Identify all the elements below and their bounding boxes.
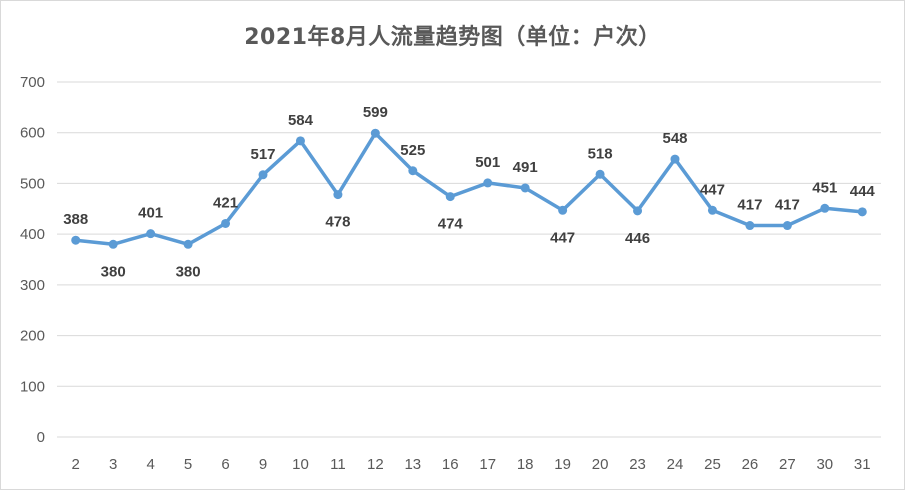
x-tick-label: 24 <box>667 456 684 473</box>
data-label: 491 <box>513 159 538 176</box>
data-label: 474 <box>438 216 464 233</box>
chart-title: 2021年8月人流量趋势图（单位：户次） <box>244 25 661 50</box>
y-tick-label: 400 <box>20 226 45 243</box>
data-point <box>146 229 156 239</box>
data-label: 401 <box>138 205 163 222</box>
data-label: 417 <box>737 197 762 214</box>
data-point <box>633 206 643 216</box>
x-tick-label: 19 <box>554 456 571 473</box>
data-point <box>820 203 830 213</box>
data-point <box>670 154 680 164</box>
data-label: 518 <box>588 145 613 162</box>
y-tick-label: 700 <box>20 74 45 91</box>
x-tick-label: 18 <box>517 456 534 473</box>
x-tick-label: 3 <box>109 456 117 473</box>
x-tick-label: 2 <box>72 456 80 473</box>
y-tick-label: 600 <box>20 125 45 142</box>
data-label: 380 <box>101 263 126 280</box>
x-tick-label: 27 <box>779 456 796 473</box>
y-tick-label: 100 <box>20 378 45 395</box>
data-label: 525 <box>400 142 425 159</box>
data-point <box>258 170 268 180</box>
data-label: 444 <box>850 183 876 200</box>
x-tick-label: 6 <box>221 456 229 473</box>
x-tick-label: 12 <box>367 456 384 473</box>
y-tick-label: 300 <box>20 277 45 294</box>
data-point <box>408 166 418 176</box>
y-tick-label: 500 <box>20 175 45 192</box>
x-tick-label: 16 <box>442 456 459 473</box>
data-label: 446 <box>625 230 650 247</box>
data-label: 447 <box>700 181 725 198</box>
data-point <box>857 207 867 217</box>
data-point <box>333 190 343 200</box>
data-point <box>370 128 380 138</box>
x-tick-label: 30 <box>816 456 833 473</box>
data-label: 388 <box>63 211 88 228</box>
x-tick-label: 17 <box>479 456 496 473</box>
y-tick-label: 200 <box>20 328 45 345</box>
data-point <box>520 183 530 193</box>
series-line <box>73 131 865 247</box>
x-tick-label: 31 <box>854 456 871 473</box>
data-point <box>221 218 231 228</box>
data-label: 478 <box>325 214 350 231</box>
data-label: 517 <box>250 146 275 163</box>
data-point <box>295 136 305 146</box>
data-point <box>183 239 193 249</box>
data-point <box>483 178 493 188</box>
data-label: 447 <box>550 229 575 246</box>
x-tick-label: 20 <box>592 456 609 473</box>
data-label: 501 <box>475 154 500 171</box>
x-tick-label: 23 <box>629 456 646 473</box>
data-point <box>782 221 792 231</box>
x-tick-label: 26 <box>742 456 759 473</box>
y-tick-label: 0 <box>37 429 45 446</box>
x-tick-label: 4 <box>146 456 154 473</box>
data-point <box>558 205 568 215</box>
x-tick-label: 5 <box>184 456 192 473</box>
data-point <box>745 221 755 231</box>
data-label: 584 <box>288 112 314 129</box>
data-label: 451 <box>812 179 837 196</box>
x-tick-label: 9 <box>259 456 267 473</box>
data-point <box>71 235 81 245</box>
x-tick-label: 13 <box>404 456 421 473</box>
x-tick-label: 10 <box>292 456 309 473</box>
data-label: 599 <box>363 104 388 121</box>
data-label: 421 <box>213 194 238 211</box>
data-label: 417 <box>775 197 800 214</box>
x-tick-label: 25 <box>704 456 721 473</box>
data-point <box>707 205 717 215</box>
x-tick-label: 11 <box>330 456 346 473</box>
data-point <box>445 192 455 202</box>
data-point <box>595 169 605 179</box>
data-point <box>108 239 118 249</box>
data-label: 548 <box>662 130 687 147</box>
data-label: 380 <box>176 263 201 280</box>
